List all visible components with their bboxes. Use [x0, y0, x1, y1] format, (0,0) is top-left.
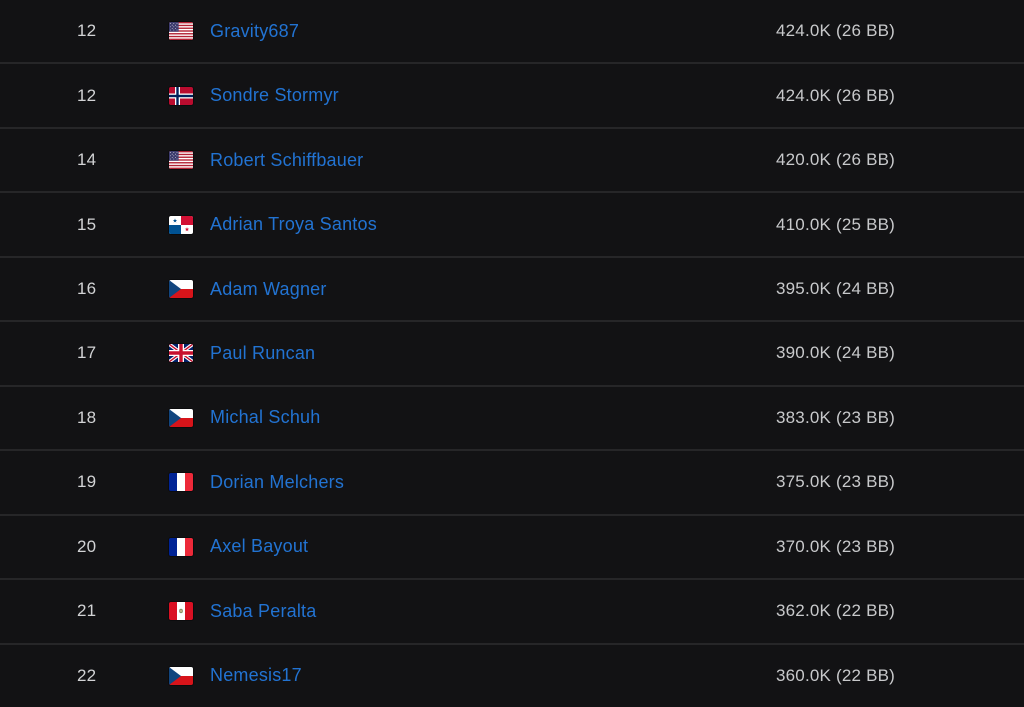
leaderboard-row: 18 Michal Schuh 383.0K (23 BB) — [0, 384, 1024, 450]
leaderboard-row: 12 Sondre Stormyr 424.0K (26 BB) — [0, 62, 1024, 127]
rank-cell: 14 — [77, 150, 97, 170]
player-name-link[interactable]: Adrian Troya Santos — [210, 214, 377, 235]
leaderboard-row: 14 Robert Schiffbauer 420.0K (26 BB) — [0, 126, 1024, 192]
france-flag-icon — [169, 537, 193, 556]
leaderboard-row: 21 Saba Peralta 362.0K (22 BB) — [0, 578, 1024, 643]
norway-flag-icon — [169, 86, 193, 105]
peru-flag-icon — [169, 602, 193, 621]
rank-cell: 17 — [77, 343, 97, 363]
leaderboard-row: 17 Paul Runcan 390.0K (24 BB) — [0, 320, 1024, 385]
czech-republic-flag-icon — [169, 408, 193, 427]
player-name-link[interactable]: Michal Schuh — [210, 407, 321, 428]
united-states-flag-icon — [169, 22, 193, 41]
player-name-link[interactable]: Gravity687 — [210, 20, 300, 41]
rank-cell: 12 — [77, 85, 97, 105]
rank-cell: 15 — [77, 214, 97, 234]
stack-cell: 424.0K (26 BB) — [776, 85, 896, 105]
stack-cell: 395.0K (24 BB) — [776, 279, 896, 299]
rank-cell: 19 — [77, 472, 97, 492]
stack-cell: 370.0K (23 BB) — [776, 536, 896, 556]
leaderboard-row: 22 Nemesis17 360.0K (22 BB) — [0, 642, 1024, 707]
player-name-link[interactable]: Nemesis17 — [210, 665, 302, 686]
leaderboard-row: 12 Gravity687 424.0K (26 BB) — [0, 0, 1024, 63]
united-kingdom-flag-icon — [169, 344, 193, 363]
player-name-link[interactable]: Axel Bayout — [210, 536, 309, 557]
panama-flag-icon — [169, 215, 193, 234]
rank-cell: 18 — [77, 407, 97, 427]
rank-cell: 21 — [77, 601, 97, 621]
leaderboard-row: 16 Adam Wagner 395.0K (24 BB) — [0, 255, 1024, 321]
leaderboard-row: 15 Adrian Troya Santos 410.0K (25 BB) — [0, 191, 1024, 256]
stack-cell: 362.0K (22 BB) — [776, 601, 896, 621]
leaderboard-row: 19 Dorian Melchers 375.0K (23 BB) — [0, 449, 1024, 514]
stack-cell: 383.0K (23 BB) — [776, 407, 896, 427]
leaderboard-row: 20 Axel Bayout 370.0K (23 BB) — [0, 513, 1024, 579]
czech-republic-flag-icon — [169, 666, 193, 685]
stack-cell: 420.0K (26 BB) — [776, 150, 896, 170]
player-name-link[interactable]: Saba Peralta — [210, 600, 317, 621]
stack-cell: 375.0K (23 BB) — [776, 472, 896, 492]
player-name-link[interactable]: Adam Wagner — [210, 278, 327, 299]
stack-cell: 424.0K (26 BB) — [776, 21, 896, 41]
stack-cell: 360.0K (22 BB) — [776, 665, 896, 685]
player-name-link[interactable]: Sondre Stormyr — [210, 85, 339, 106]
rank-cell: 16 — [77, 279, 97, 299]
player-name-link[interactable]: Dorian Melchers — [210, 471, 345, 492]
rank-cell: 12 — [77, 21, 97, 41]
czech-republic-flag-icon — [169, 280, 193, 299]
stack-cell: 410.0K (25 BB) — [776, 214, 896, 234]
france-flag-icon — [169, 473, 193, 492]
player-name-link[interactable]: Robert Schiffbauer — [210, 149, 364, 170]
united-states-flag-icon — [169, 151, 193, 170]
stack-cell: 390.0K (24 BB) — [776, 343, 896, 363]
player-name-link[interactable]: Paul Runcan — [210, 342, 316, 363]
rank-cell: 22 — [77, 665, 97, 685]
rank-cell: 20 — [77, 536, 97, 556]
